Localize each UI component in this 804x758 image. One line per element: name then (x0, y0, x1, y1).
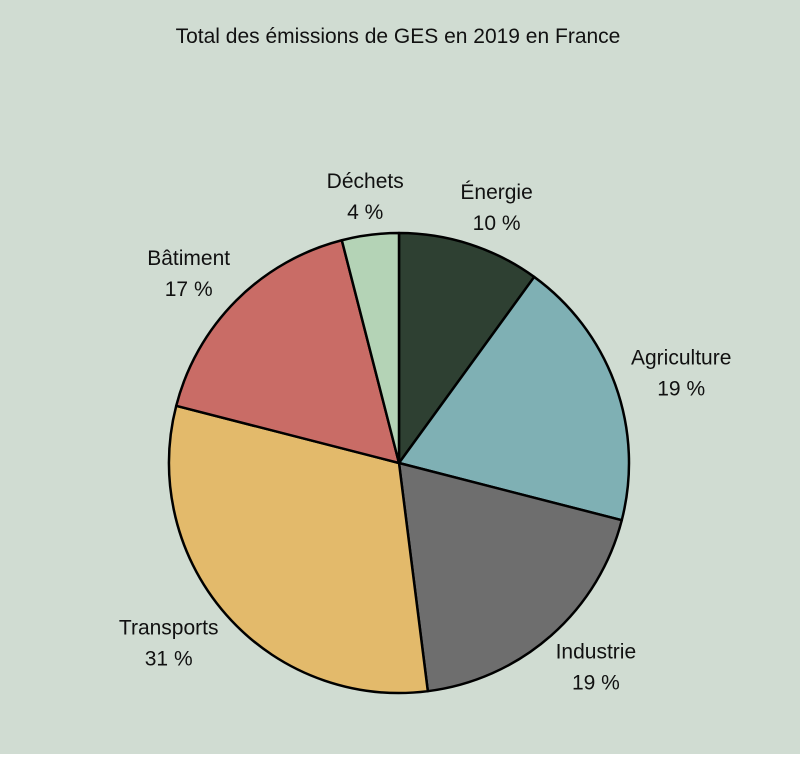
pie-slices (167, 231, 631, 695)
slice-agriculture (397, 275, 631, 522)
pie-labels: Énergie 10 % Agriculture 19 % Industrie 19 % T… (119, 170, 731, 694)
label-transports: Transports (119, 617, 219, 640)
value-energie: 10 % (473, 212, 521, 235)
slice-dechets (340, 231, 401, 465)
value-transports: 31 % (145, 648, 193, 671)
value-agriculture: 19 % (657, 378, 705, 401)
label-dechets: Déchets (327, 170, 404, 193)
slice-transports (167, 404, 430, 695)
label-energie: Énergie (460, 181, 532, 204)
value-dechets: 4 % (347, 201, 383, 224)
value-batiment: 17 % (165, 278, 213, 301)
slice-batiment (174, 238, 401, 465)
label-industrie: Industrie (556, 641, 637, 664)
value-industrie: 19 % (572, 672, 620, 695)
chart-title: Total des émissions de GES en 2019 en Fr… (176, 25, 621, 48)
label-agriculture: Agriculture (631, 347, 731, 370)
label-batiment: Bâtiment (147, 247, 230, 270)
slice-energie (397, 231, 536, 465)
slice-industrie (397, 461, 624, 693)
